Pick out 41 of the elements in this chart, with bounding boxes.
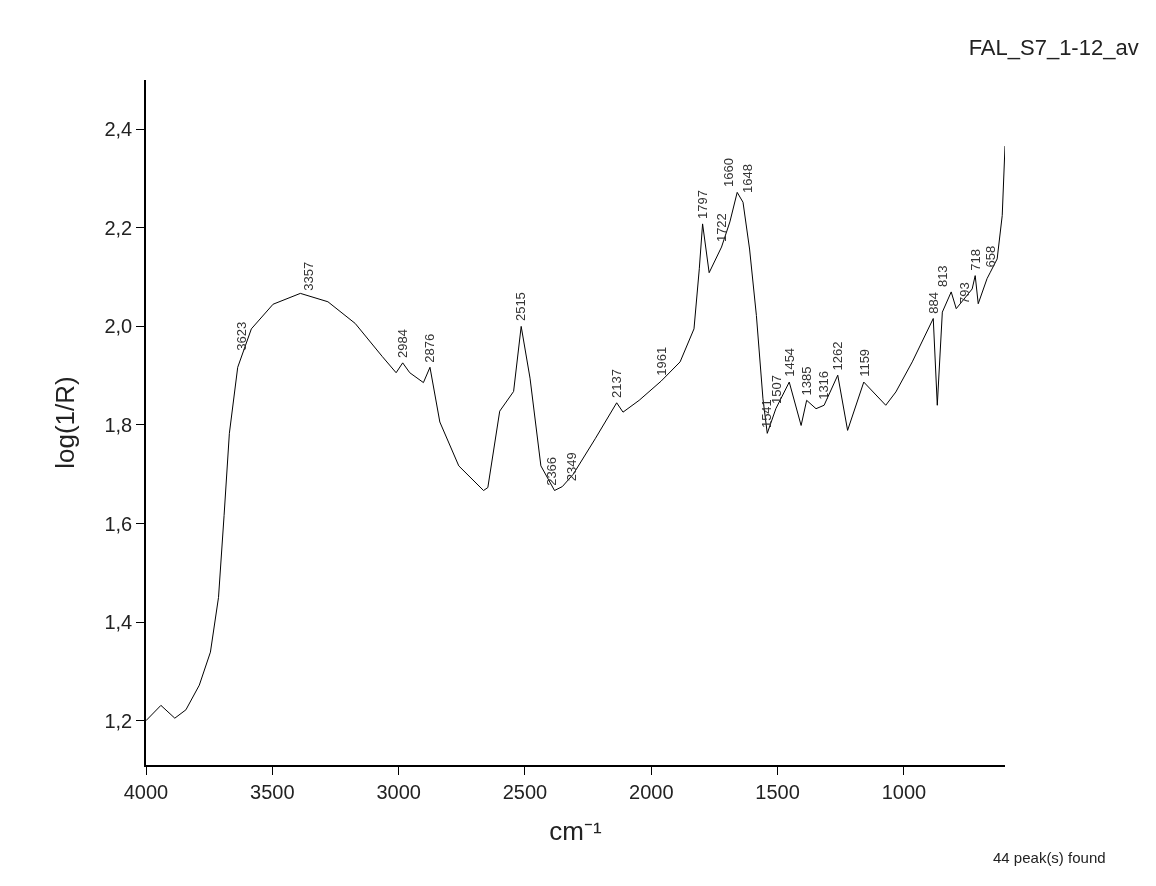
- annotation: 2137: [609, 369, 625, 398]
- x-axis-title: cm⁻¹: [549, 815, 602, 846]
- text: 44 peak(s) found: [993, 849, 1106, 866]
- annotation: 2349: [564, 452, 580, 482]
- annotation: 813: [935, 265, 951, 288]
- y-tick-label: 2,0: [104, 315, 133, 338]
- annotation: 3623: [233, 321, 249, 351]
- y-tick-label: 2,4: [104, 118, 133, 141]
- y-tick-label: 1,4: [104, 611, 133, 634]
- y-axis-title: log(1/R): [50, 376, 81, 469]
- annotation: 1385: [798, 366, 814, 396]
- x-tick-label: 3000: [376, 780, 421, 803]
- annotation: 2876: [422, 333, 438, 363]
- annotation: 1159: [856, 348, 872, 377]
- annotation: 1648: [740, 164, 756, 193]
- x-tick-label: 2000: [629, 780, 674, 803]
- x-tick-label: 3500: [250, 780, 295, 803]
- y-tick-label: 1,6: [104, 512, 133, 535]
- annotation: 1262: [830, 341, 846, 371]
- annotation: 2984: [395, 329, 411, 359]
- annotation: 2515: [513, 292, 529, 322]
- annotation: 1961: [653, 346, 669, 376]
- annotation: 1797: [695, 190, 711, 219]
- x-tick-label: 2500: [502, 780, 548, 803]
- annotation: 2366: [543, 456, 559, 486]
- annotation: 884: [925, 292, 941, 314]
- y-tick-label: 2,2: [104, 216, 133, 239]
- annotation: 1454: [781, 347, 797, 377]
- x-tick-label: 1000: [881, 780, 927, 803]
- annotation: 793: [956, 282, 972, 304]
- x-tick-label: 1500: [755, 780, 800, 803]
- text: FAL_S7_1-12_av: [968, 35, 1139, 61]
- annotation: 718: [967, 249, 983, 271]
- annotation: 1316: [816, 370, 832, 400]
- annotation: 3357: [301, 261, 317, 291]
- annotation: 1660: [721, 158, 737, 188]
- annotation: 658: [983, 245, 999, 268]
- y-tick-label: 1,8: [104, 413, 133, 436]
- annotation: 1722: [713, 213, 729, 243]
- y-tick-label: 1,2: [104, 709, 133, 732]
- x-tick-label: 4000: [123, 780, 169, 803]
